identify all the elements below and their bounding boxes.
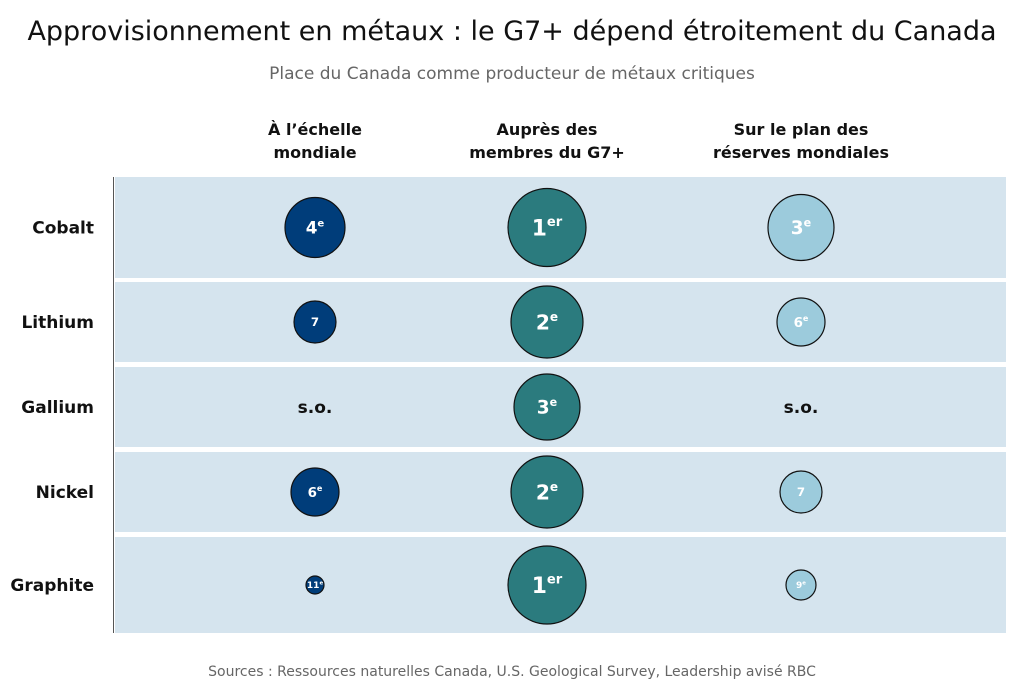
rank-label: 2e (536, 310, 558, 335)
not-applicable-label: s.o. (298, 398, 333, 418)
rank-label: 1er (532, 573, 563, 599)
rank-label: 9e (796, 580, 806, 591)
rank-label: 6e (308, 483, 323, 501)
column-header-reserves: Sur le plan des réserves mondiales (681, 118, 921, 164)
column-header-line: réserves mondiales (712, 143, 890, 162)
rank-label: 7 (797, 485, 805, 499)
column-header-g7: Auprès des membres du G7+ (427, 118, 667, 164)
rank-bubble (776, 297, 826, 347)
rank-label: 11e (307, 580, 324, 591)
row-label-nickel: Nickel (36, 483, 94, 503)
rank-bubble (779, 470, 823, 514)
row-label-gallium: Gallium (21, 398, 94, 418)
rank-label: 3e (537, 396, 557, 419)
rank-bubble (507, 545, 587, 625)
row-label-cobalt: Cobalt (32, 219, 94, 239)
rank-bubble (305, 575, 325, 595)
column-header-line: membres du G7+ (469, 143, 625, 162)
rank-bubble (293, 300, 337, 344)
rank-bubble (767, 193, 835, 262)
chart-subtitle: Place du Canada comme producteur de méta… (269, 64, 755, 84)
column-header-world: À l’échelle mondiale (195, 118, 435, 164)
rank-label: 6e (794, 313, 809, 331)
row-label-graphite: Graphite (10, 576, 94, 596)
rank-label: 3e (791, 216, 811, 239)
column-header-line: À l’échelle (268, 120, 362, 139)
rank-bubble (513, 373, 581, 441)
rank-bubble (510, 285, 584, 359)
column-header-line: mondiale (273, 143, 357, 162)
chart-source: Sources : Ressources naturelles Canada, … (208, 664, 816, 680)
rank-bubble (510, 455, 584, 529)
rank-bubble (284, 196, 346, 259)
rank-label: 1er (532, 215, 563, 241)
row-label-lithium: Lithium (21, 313, 94, 333)
rank-bubble (785, 569, 817, 601)
chart-title: Approvisionnement en métaux : le G7+ dép… (27, 16, 997, 47)
rank-label: 4e (306, 218, 325, 238)
not-applicable-label: s.o. (784, 398, 819, 418)
rank-bubble (290, 467, 340, 517)
column-header-line: Auprès des (496, 120, 598, 139)
rank-bubble (507, 187, 587, 268)
rank-label: 2e (536, 480, 558, 505)
rank-label: 7 (311, 315, 319, 329)
column-header-line: Sur le plan des (733, 120, 869, 139)
